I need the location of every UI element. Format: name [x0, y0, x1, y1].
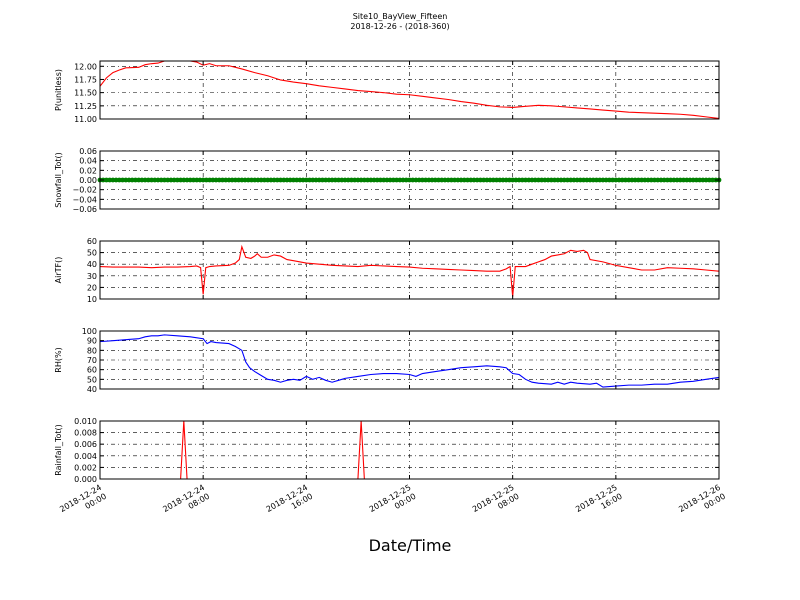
- y-tick-label: 40: [87, 260, 97, 269]
- y-tick-label: 0.04: [79, 157, 97, 166]
- panel-1: 11.00 11.25 11.50 11.75 12.00 P(unitless): [54, 60, 720, 124]
- y-tick-label: 11.25: [74, 102, 97, 111]
- y-tick-label: 0.00: [79, 176, 97, 185]
- panel-1-series-line: [100, 61, 719, 119]
- y-tick-label: 0.004: [74, 452, 97, 461]
- y-tick-label: −0.06: [72, 205, 97, 214]
- y-tick-label: 11.50: [74, 89, 97, 98]
- y-tick-label: 0.06: [79, 147, 97, 156]
- panel-3-ylabel: AirTF(): [54, 257, 63, 284]
- panel-5-series-line: [100, 421, 719, 479]
- y-tick-label: 20: [87, 283, 97, 292]
- panel-3-series-line: [100, 244, 719, 297]
- y-tick-label: 0.000: [74, 475, 97, 484]
- panel-3: 10 20 30 40 50 60 AirTF(): [54, 237, 720, 304]
- x-axis-title: Date/Time: [369, 536, 452, 555]
- y-tick-label: 0.008: [74, 429, 97, 438]
- y-tick-label: 11.75: [74, 75, 97, 84]
- y-tick-label: 50: [87, 249, 97, 258]
- y-tick-label: 100: [82, 327, 97, 336]
- y-tick-label: 0.02: [79, 166, 97, 175]
- panel-2-ylabel: Snowfall_Tot(): [54, 152, 63, 208]
- panel-2-markers: [97, 177, 722, 183]
- panel-1-ylabel: P(unitless): [54, 69, 63, 111]
- panel-5-ylabel: Rainfall_Tot(): [54, 424, 63, 476]
- y-tick-label: 90: [87, 337, 97, 346]
- y-tick-label: 12.00: [74, 62, 97, 71]
- y-tick-label: 0.010: [74, 417, 97, 426]
- y-tick-label: 80: [87, 346, 97, 355]
- y-tick-label: 50: [87, 375, 97, 384]
- y-tick-label: 0.002: [74, 463, 97, 472]
- y-tick-label: 40: [87, 385, 97, 394]
- chart-subtitle: 2018-12-26 - (2018-360): [350, 22, 449, 31]
- y-tick-label: −0.02: [72, 186, 97, 195]
- panel-2: −0.06−0.04−0.020.000.020.040.06 Snowfall_…: [54, 147, 722, 214]
- panel-4-ylabel: RH(%): [54, 347, 63, 372]
- panel-5: 0.000 0.002 0.004 0.006 0.008 0.010 Rainfall_T…: [54, 417, 720, 484]
- y-tick-label: 0.006: [74, 440, 97, 449]
- chart-panels: 11.00 11.25 11.50 11.75 12.00 P(unitless) −0.0…: [54, 60, 722, 484]
- y-tick-label: 70: [87, 356, 97, 365]
- y-tick-label: 10: [87, 295, 97, 304]
- y-tick-label: 11.00: [74, 115, 97, 124]
- y-tick-label: 60: [87, 366, 97, 375]
- panel-4-series-line: [100, 334, 719, 388]
- y-tick-label: 30: [87, 272, 97, 281]
- y-tick-label: −0.04: [72, 195, 97, 204]
- chart-title: Site10_BayView_Fifteen: [353, 12, 448, 21]
- y-tick-label: 60: [87, 237, 97, 246]
